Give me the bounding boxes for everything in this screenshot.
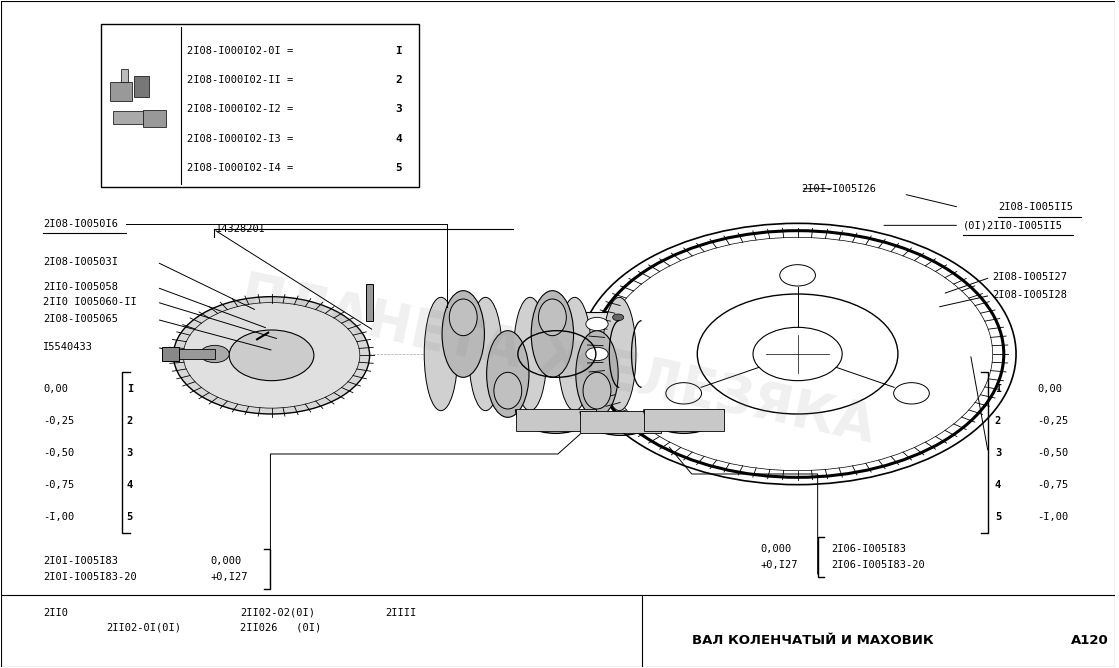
Text: 5: 5 [395, 163, 402, 173]
Text: I5540433: I5540433 [43, 342, 93, 352]
Text: -0,50: -0,50 [1037, 448, 1069, 458]
Text: 2II0-I005058: 2II0-I005058 [43, 283, 117, 293]
Text: 2I08-I000I02-I2 =: 2I08-I000I02-I2 = [187, 104, 299, 114]
Ellipse shape [514, 297, 547, 411]
Bar [581, 411, 660, 433]
Text: 3: 3 [126, 448, 133, 458]
Ellipse shape [602, 297, 636, 411]
Ellipse shape [424, 297, 458, 411]
Bar [173, 349, 215, 359]
Circle shape [184, 303, 360, 408]
Text: 2I08-I005I28: 2I08-I005I28 [993, 291, 1068, 301]
Text: 2I08-I000I02-I3 =: 2I08-I000I02-I3 = [187, 134, 299, 144]
Ellipse shape [538, 299, 566, 335]
Text: -I,00: -I,00 [1037, 512, 1069, 522]
Text: 2: 2 [126, 415, 133, 426]
Text: 4: 4 [126, 480, 133, 490]
Ellipse shape [442, 291, 485, 377]
Text: ПЛАНЕТА ЖЕЛЕЗЯКА: ПЛАНЕТА ЖЕЛЕЗЯКА [236, 268, 880, 454]
Text: -0,75: -0,75 [1037, 480, 1069, 490]
Text: I: I [995, 383, 1002, 393]
Text: 2I08-I005I27: 2I08-I005I27 [993, 273, 1068, 283]
Text: A120: A120 [1071, 634, 1109, 647]
Ellipse shape [532, 291, 574, 377]
Text: 4: 4 [995, 480, 1002, 490]
Circle shape [229, 330, 314, 381]
Ellipse shape [450, 299, 477, 335]
Text: 5: 5 [995, 512, 1002, 522]
Circle shape [612, 314, 623, 321]
Ellipse shape [576, 331, 618, 418]
Text: 2I0I-I005I26: 2I0I-I005I26 [801, 184, 876, 194]
Text: 2I08-I0050I6: 2I08-I0050I6 [43, 219, 117, 229]
Text: 2I08-I00503I: 2I08-I00503I [43, 257, 117, 267]
Circle shape [586, 377, 608, 391]
Circle shape [200, 345, 229, 363]
Text: -I,00: -I,00 [43, 512, 74, 522]
Text: -0,25: -0,25 [43, 415, 74, 426]
Ellipse shape [487, 331, 529, 418]
Ellipse shape [558, 297, 592, 411]
Bar [110, 82, 132, 101]
Text: 2II026   (0I): 2II026 (0I) [241, 623, 321, 633]
Text: 2I08-I000I02-II =: 2I08-I000I02-II = [187, 75, 299, 85]
Bar [101, 24, 419, 187]
Text: 2I08-I000I02-0I =: 2I08-I000I02-0I = [187, 45, 299, 55]
Text: 2: 2 [995, 415, 1002, 426]
Text: 2I0I-I005I83-20: 2I0I-I005I83-20 [43, 572, 137, 582]
Text: -0,75: -0,75 [43, 480, 74, 490]
Text: -0,50: -0,50 [43, 448, 74, 458]
Text: 3: 3 [995, 448, 1002, 458]
Text: 2I06-I005I83-20: 2I06-I005I83-20 [831, 560, 924, 570]
Text: -0,25: -0,25 [1037, 415, 1069, 426]
Text: 2I08-I000I02-I4 =: 2I08-I000I02-I4 = [187, 163, 299, 173]
Text: +0,I27: +0,I27 [761, 560, 798, 570]
Text: 2II02-0I(0I): 2II02-0I(0I) [106, 623, 181, 633]
Ellipse shape [295, 331, 319, 377]
Text: (0I)2II0-I005II5: (0I)2II0-I005II5 [962, 220, 1063, 230]
Bar [143, 110, 166, 128]
Text: 2I08-I005II5: 2I08-I005II5 [998, 202, 1073, 212]
Text: 5: 5 [126, 512, 133, 522]
Text: 2I08-I005065: 2I08-I005065 [43, 315, 117, 325]
Bar [113, 111, 144, 124]
Ellipse shape [493, 372, 521, 409]
Bar [134, 76, 149, 98]
Ellipse shape [469, 297, 502, 411]
Text: 2II0: 2II0 [43, 608, 68, 618]
Bar [366, 284, 373, 321]
Text: 0,00: 0,00 [43, 383, 68, 393]
Ellipse shape [314, 323, 345, 385]
Text: 3: 3 [395, 104, 402, 114]
Text: 2II02-02(0I): 2II02-02(0I) [241, 608, 316, 618]
Text: 2I0I-I005I83: 2I0I-I005I83 [43, 556, 117, 566]
Ellipse shape [583, 372, 611, 409]
Bar [571, 313, 623, 395]
Bar [516, 409, 595, 431]
Circle shape [586, 317, 608, 331]
Bar [121, 69, 128, 82]
Bar [643, 409, 724, 431]
Bar [162, 347, 179, 361]
Text: 0,000: 0,000 [210, 556, 242, 566]
Text: I: I [126, 383, 133, 393]
Circle shape [586, 347, 608, 361]
Text: I: I [395, 45, 402, 55]
Text: 2I06-I005I83: 2I06-I005I83 [831, 544, 906, 554]
Text: 2IIII: 2IIII [385, 608, 416, 618]
Circle shape [173, 297, 369, 414]
Text: 2: 2 [395, 75, 402, 85]
Text: 0,00: 0,00 [1037, 383, 1062, 393]
Text: 4: 4 [395, 134, 402, 144]
Text: 0,000: 0,000 [761, 544, 792, 554]
Text: ВАЛ КОЛЕНЧАТЫЙ И МАХОВИК: ВАЛ КОЛЕНЧАТЫЙ И МАХОВИК [692, 634, 933, 647]
Text: +0,I27: +0,I27 [210, 572, 247, 582]
Text: 2II0 I005060-II: 2II0 I005060-II [43, 297, 137, 307]
Text: I432820I: I432820I [216, 224, 266, 234]
Bar [224, 339, 308, 369]
